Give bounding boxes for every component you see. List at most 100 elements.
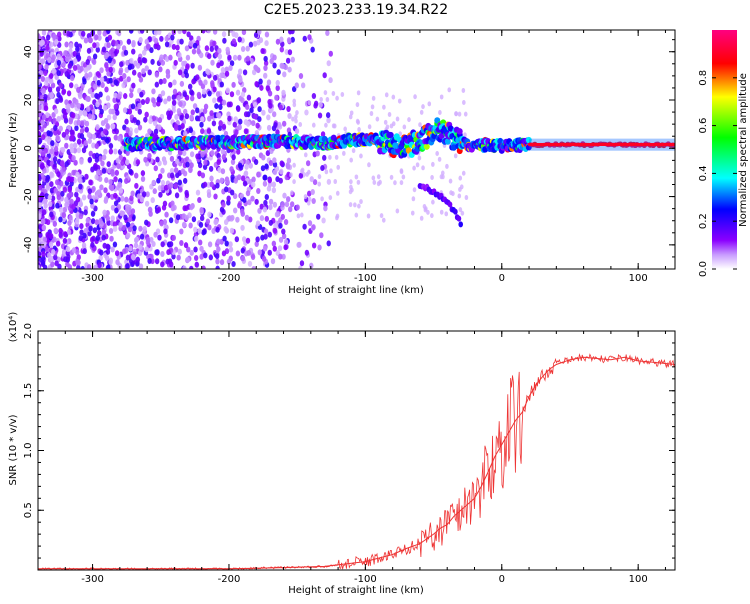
heatmap-cell (399, 169, 404, 175)
heatmap-cell (105, 248, 111, 255)
heatmap-carrier-cell (387, 131, 394, 139)
heatmap-cell (389, 174, 394, 180)
heatmap-cell (228, 246, 234, 253)
heatmap-cell (280, 41, 285, 48)
heatmap-cell (215, 182, 220, 189)
heatmap-cell (40, 162, 45, 169)
heatmap-cell (70, 102, 75, 109)
heatmap-cell (372, 180, 377, 186)
heatmap-cell (189, 265, 194, 269)
heatmap-cell (62, 206, 68, 213)
heatmap-cell (233, 177, 238, 184)
heatmap-cell (275, 85, 280, 92)
heatmap-cell (179, 228, 184, 235)
heatmap-cell (158, 66, 163, 73)
heatmap-cell (173, 167, 179, 174)
heatmap-cell (235, 89, 241, 96)
heatmap-cell (201, 30, 206, 34)
heatmap-cell (431, 199, 435, 205)
heatmap-cell (83, 37, 89, 44)
heatmap-cell (387, 112, 392, 118)
heatmap-cell (203, 79, 208, 86)
heatmap-cell (281, 89, 286, 96)
heatmap-cell (272, 62, 277, 69)
heatmap-cell (300, 212, 304, 218)
heatmap-cell (84, 173, 89, 180)
heatmap-cell (106, 114, 112, 121)
heatmap-cell (454, 111, 458, 117)
heatmap-cell (164, 35, 169, 42)
heatmap-cell (317, 181, 322, 187)
heatmap-cell (195, 189, 201, 196)
heatmap-cell (99, 249, 104, 256)
heatmap-cell (49, 233, 54, 240)
heatmap-cell (164, 211, 169, 218)
heatmap-cell (190, 62, 195, 69)
heatmap-cell (55, 179, 60, 186)
heatmap-cell (251, 120, 256, 127)
heatmap-cell (140, 176, 146, 183)
heatmap-cell (135, 119, 141, 126)
heatmap-cell (86, 47, 92, 54)
y-tick-label: 0.5 (23, 502, 34, 518)
heatmap-cell (49, 91, 54, 98)
heatmap-cell (217, 53, 223, 60)
heatmap-cell (246, 94, 252, 101)
heatmap-cell (195, 153, 200, 160)
colorbar-label: Normalized spectral amplitude (738, 73, 749, 227)
heatmap-cell (298, 265, 303, 269)
heatmap-cell (58, 96, 64, 103)
heatmap-cell (95, 235, 101, 242)
heatmap-cell (91, 133, 97, 140)
heatmap-cell (75, 258, 80, 265)
heatmap-cell (59, 180, 64, 187)
heatmap-cell (167, 113, 172, 120)
colorbar-tick-label: 0.6 (698, 118, 709, 134)
heatmap-cell (240, 255, 246, 262)
heatmap-cell (178, 149, 183, 156)
heatmap-cell (281, 120, 287, 127)
heatmap-cell (241, 236, 247, 243)
heatmap-cell (182, 205, 187, 212)
heatmap-cell (143, 156, 148, 163)
heatmap-cell (74, 125, 79, 132)
heatmap-cell (233, 116, 238, 123)
heatmap-cell (426, 209, 430, 215)
heatmap-cell (212, 40, 217, 47)
heatmap-cell (296, 213, 301, 219)
heatmap-cell (87, 113, 92, 120)
heatmap-cell (38, 130, 41, 137)
heatmap-cell (160, 261, 165, 268)
heatmap-cell (44, 76, 50, 83)
heatmap-cell (96, 79, 101, 86)
heatmap-cell (82, 78, 87, 85)
heatmap-cell (391, 94, 396, 100)
heatmap-cell (311, 197, 316, 204)
heatmap-cell (53, 145, 59, 152)
heatmap-cell (448, 178, 453, 184)
heatmap-cell (213, 193, 218, 200)
heatmap-cell (224, 70, 230, 77)
heatmap-cell (267, 177, 272, 184)
heatmap-cell (164, 56, 170, 63)
heatmap-cell (257, 207, 262, 214)
heatmap-cell (140, 170, 146, 177)
snr-panel: -300 -200 -100 0 100 0.5 1.0 1.5 2.0 Height of … (8, 312, 676, 596)
heatmap-cell (150, 58, 155, 65)
y-tick-label: -40 (23, 237, 34, 253)
heatmap-cell (91, 58, 97, 65)
heatmap-cell (113, 79, 119, 86)
heatmap-cell (279, 62, 284, 69)
heatmap-cell (307, 34, 312, 41)
heatmap-cell (42, 167, 47, 174)
heatmap-cell (69, 176, 75, 183)
heatmap-cell (83, 140, 88, 147)
heatmap-cell (81, 242, 87, 249)
heatmap-cell (417, 155, 422, 161)
heatmap-cell (288, 30, 293, 35)
heatmap-cell (71, 203, 76, 210)
heatmap-cell (138, 37, 143, 44)
heatmap-cell (79, 127, 85, 134)
heatmap-cell (71, 30, 77, 34)
heatmap-cell (138, 244, 143, 251)
